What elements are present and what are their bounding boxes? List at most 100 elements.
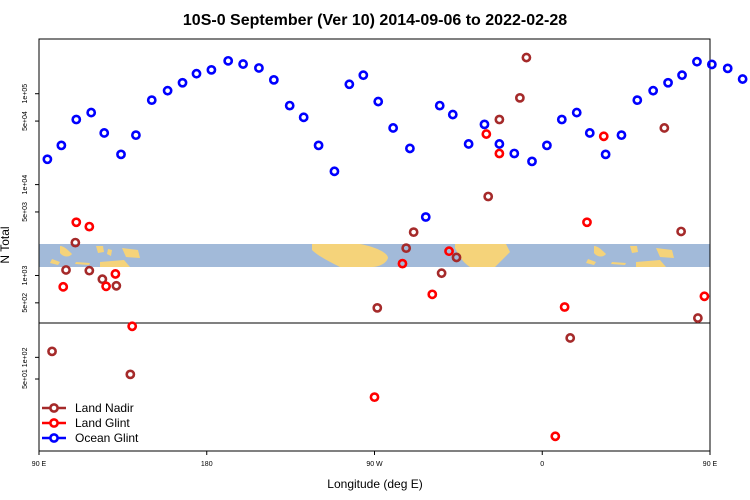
ocean-glint-point — [298, 112, 309, 123]
land-sumatra-2 — [586, 259, 596, 265]
ocean-glint-point — [131, 130, 141, 141]
ocean-glint-point — [313, 140, 324, 151]
legend-marker-land-glint — [49, 418, 59, 428]
land-glint-point — [427, 289, 438, 300]
y-tick-label: 1e+05 — [22, 84, 29, 104]
x-axis-label: Longitude (deg E) — [327, 477, 422, 491]
ocean-glint-point — [663, 77, 673, 88]
land-glint-point — [58, 281, 69, 292]
ocean-glint-point — [162, 85, 173, 96]
ocean-glint-point — [648, 85, 659, 96]
ocean-glint-point — [692, 56, 702, 67]
ocean-glint-point — [284, 100, 295, 111]
land-glint-point — [127, 321, 138, 332]
land-new-guinea-2 — [656, 248, 674, 258]
ocean-glint-point — [420, 212, 431, 222]
ocean-glint-point — [677, 70, 687, 81]
land-sumatra — [50, 259, 60, 265]
land-glint-point — [397, 258, 408, 269]
land-glint-point — [71, 217, 82, 228]
ocean-glint-point — [737, 74, 748, 84]
ocean-glint-point — [556, 114, 567, 125]
chart-title: 10S-0 September (Ver 10) 2014-09-06 to 2… — [183, 12, 567, 29]
x-tick-label: 90 E — [32, 461, 47, 468]
land-nadir-point — [97, 274, 108, 285]
land-glint-point — [110, 269, 121, 279]
y-tick-label: 1e+04 — [22, 175, 29, 195]
land-java-2 — [611, 262, 626, 265]
land-borneo — [96, 246, 104, 253]
land-africa — [455, 244, 510, 267]
land-glint-point — [550, 431, 561, 442]
ocean-glint-point — [42, 154, 53, 165]
ocean-glint-point — [268, 74, 279, 85]
ocean-glint-point — [177, 77, 188, 88]
land-nadir-point — [372, 302, 383, 313]
x-tick-label: 90 W — [366, 461, 383, 468]
land-nadir-point — [61, 265, 71, 275]
land-maritime-continent — [60, 246, 72, 257]
axes: 90 E 180 90 W 0 90 E 5e+02 1e+03 5e+03 1e+04 5e+0… — [22, 84, 718, 468]
ocean-glint-point — [329, 166, 340, 177]
land-nadir-point — [521, 52, 532, 63]
ocean-glint-point — [99, 128, 110, 138]
land-glint-point — [481, 129, 492, 139]
ocean-glint-point — [405, 143, 415, 154]
land-borneo-2 — [630, 246, 638, 253]
ocean-glint-point — [434, 100, 445, 111]
series-land-nadir — [47, 52, 703, 380]
y-tick-label: 5e+04 — [22, 111, 29, 131]
x-tick-label: 180 — [201, 461, 213, 468]
series-ocean-glint — [42, 55, 748, 222]
ocean-glint-point — [206, 64, 217, 75]
land-maritime-continent-2 — [594, 246, 606, 257]
ocean-glint-point — [584, 128, 595, 138]
y-tick-label: 1e+03 — [22, 266, 29, 286]
land-nadir-point — [483, 191, 494, 202]
land-australia-north — [100, 260, 130, 267]
ocean-glint-point — [191, 68, 202, 79]
land-nadir-point — [401, 243, 412, 254]
land-glint-point — [699, 291, 710, 302]
land-nadir-point — [676, 226, 687, 237]
legend-label-ocean-glint: Ocean Glint — [75, 431, 139, 445]
y-tick-label: 5e+01 — [22, 369, 29, 389]
ocean-glint-point — [56, 140, 67, 151]
x-tick-label: 0 — [540, 461, 544, 468]
ocean-glint-point — [344, 79, 355, 90]
land-nadir-point — [436, 268, 447, 279]
series-land-glint — [58, 129, 710, 442]
land-glint-point — [559, 302, 570, 312]
land-nadir-point — [70, 237, 81, 248]
ocean-glint-point — [71, 114, 82, 125]
legend-label-land-glint: Land Glint — [75, 416, 130, 430]
ocean-glint-point — [722, 63, 733, 74]
y-tick-label: 5e+03 — [22, 202, 29, 222]
ocean-glint-point — [600, 149, 611, 160]
data-points — [42, 52, 748, 442]
land-nadir-point — [84, 265, 95, 276]
land-glint-point — [369, 392, 380, 403]
land-glint-point — [582, 217, 592, 228]
ocean-glint-point — [463, 139, 474, 149]
land-sulawesi — [107, 249, 112, 256]
ocean-glint-point — [509, 148, 520, 159]
land-nadir-point — [494, 114, 505, 125]
land-nadir-point — [565, 333, 576, 343]
ocean-glint-point — [479, 119, 490, 130]
land-glint-point — [101, 281, 111, 292]
ocean-glint-point — [388, 123, 399, 133]
ocean-glint-point — [116, 149, 126, 160]
land-new-guinea — [122, 248, 140, 258]
ocean-glint-point — [616, 130, 627, 141]
land-australia-north-2 — [636, 260, 666, 267]
ocean-glint-point — [527, 156, 537, 167]
legend-marker-ocean-glint — [49, 433, 59, 443]
land-glint-point — [84, 221, 95, 232]
land-nadir-point — [408, 227, 419, 238]
land-nadir-point — [451, 252, 462, 263]
legend-marker-land-nadir — [49, 403, 59, 413]
land-glint-point — [444, 246, 454, 257]
